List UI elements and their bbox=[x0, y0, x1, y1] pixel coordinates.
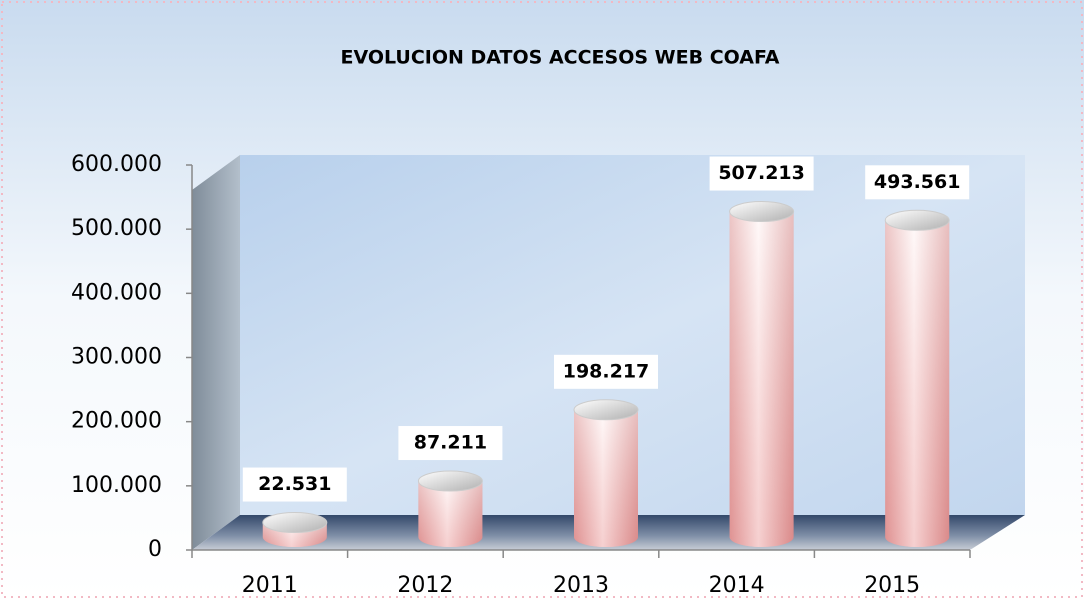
chart-title: EVOLUCION DATOS ACCESOS WEB COAFA bbox=[341, 47, 780, 69]
bar-top bbox=[573, 399, 639, 421]
value-label: 22.531 bbox=[258, 473, 331, 495]
bar-top bbox=[729, 201, 795, 223]
x-tick-label: 2015 bbox=[864, 573, 920, 598]
value-label: 493.561 bbox=[874, 171, 961, 193]
value-label-box bbox=[865, 165, 970, 200]
y-tick-label: 200.000 bbox=[71, 409, 162, 434]
bar-top bbox=[417, 470, 483, 492]
x-tick-label: 2014 bbox=[709, 573, 765, 598]
value-label-box bbox=[242, 467, 347, 502]
y-tick-label: 500.000 bbox=[71, 216, 162, 241]
bar bbox=[884, 209, 950, 548]
bar bbox=[262, 512, 328, 547]
value-label-box bbox=[709, 156, 814, 191]
y-tick-label: 0 bbox=[148, 537, 162, 562]
back-wall bbox=[240, 155, 1025, 515]
y-tick-label: 300.000 bbox=[71, 345, 162, 370]
value-label-box bbox=[398, 426, 503, 461]
bar bbox=[573, 399, 639, 547]
bar-top bbox=[884, 209, 950, 231]
bar-top bbox=[262, 512, 328, 534]
bar-shade bbox=[729, 211, 794, 547]
bar-shade bbox=[574, 409, 638, 547]
bar bbox=[729, 201, 795, 547]
y-tick-label: 400.000 bbox=[71, 280, 162, 305]
value-label: 87.211 bbox=[414, 432, 487, 454]
x-tick-label: 2013 bbox=[553, 573, 609, 598]
bar-shade bbox=[418, 481, 483, 547]
x-tick-label: 2012 bbox=[397, 573, 453, 598]
side-wall bbox=[192, 155, 240, 550]
y-tick-label: 600.000 bbox=[71, 152, 162, 177]
value-label: 198.217 bbox=[563, 360, 650, 382]
value-label: 507.213 bbox=[718, 162, 805, 184]
bar-shade bbox=[885, 220, 950, 548]
y-tick-label: 100.000 bbox=[71, 473, 162, 498]
bar bbox=[417, 470, 483, 547]
value-label-box bbox=[554, 354, 658, 389]
x-tick-label: 2011 bbox=[242, 573, 298, 598]
